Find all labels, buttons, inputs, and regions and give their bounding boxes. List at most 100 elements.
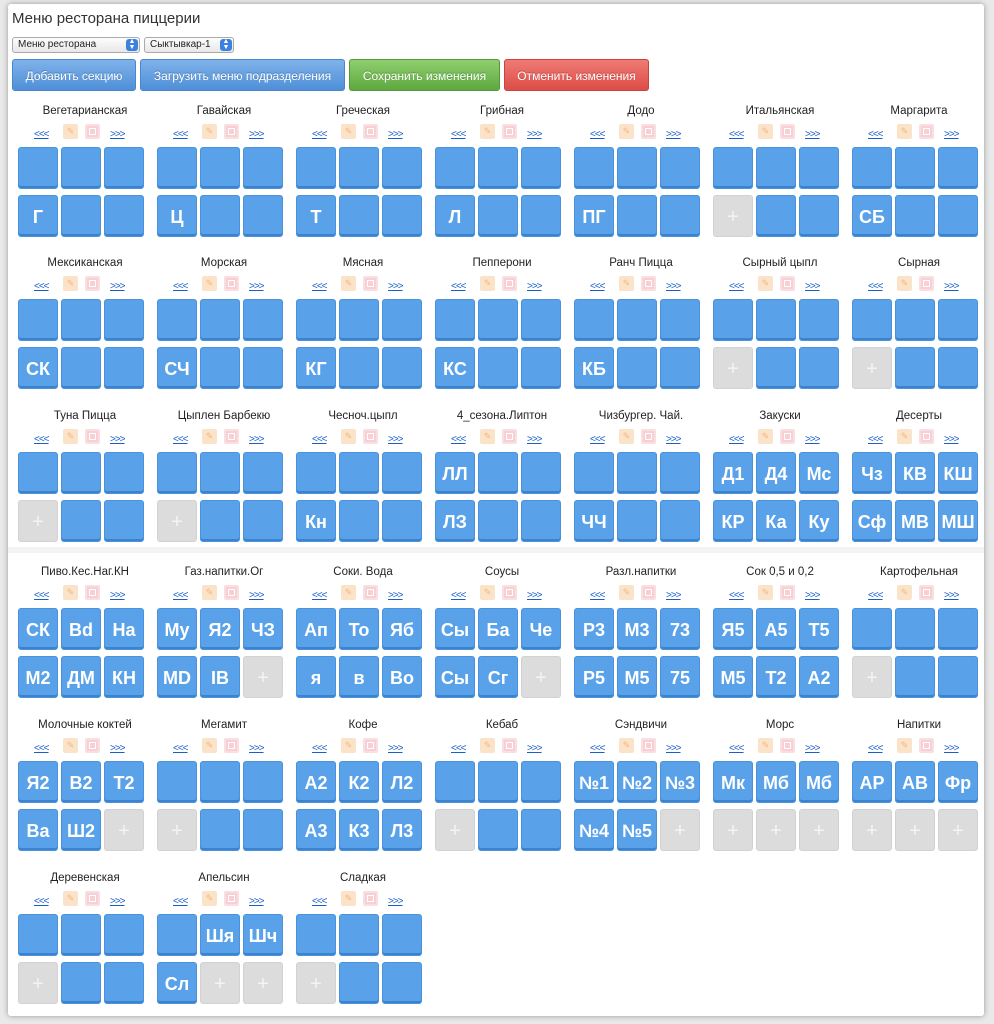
load-menu-button[interactable]: Загрузить меню подразделения (140, 59, 345, 91)
pencil-icon[interactable]: ✎ (202, 585, 217, 600)
move-right-link[interactable]: >>> (944, 129, 960, 140)
move-left-link[interactable]: <<< (590, 743, 606, 754)
menu-item-cell[interactable] (852, 299, 892, 341)
move-right-link[interactable]: >>> (110, 743, 126, 754)
menu-item-cell[interactable]: Му (157, 608, 197, 650)
menu-item-cell[interactable] (617, 452, 657, 494)
pencil-icon[interactable]: ✎ (619, 429, 634, 444)
menu-item-cell[interactable] (339, 452, 379, 494)
menu-item-cell[interactable] (104, 195, 144, 237)
menu-item-cell[interactable] (574, 452, 614, 494)
menu-item-cell[interactable] (435, 761, 475, 803)
menu-item-cell[interactable] (756, 147, 796, 189)
menu-item-cell[interactable] (243, 195, 283, 237)
pencil-icon[interactable]: ✎ (63, 429, 78, 444)
menu-item-cell[interactable]: Я2 (200, 608, 240, 650)
add-item-cell[interactable]: + (18, 962, 58, 1004)
menu-item-cell[interactable]: КР (713, 500, 753, 542)
menu-item-cell[interactable]: Во (382, 656, 422, 698)
menu-item-cell[interactable] (243, 347, 283, 389)
pencil-icon[interactable]: ✎ (202, 124, 217, 139)
move-left-link[interactable]: <<< (312, 434, 328, 445)
city-select[interactable]: Сыктывкар-1 ▲ ▼ (144, 37, 234, 53)
menu-item-cell[interactable] (243, 761, 283, 803)
move-left-link[interactable]: <<< (34, 434, 50, 445)
menu-item-cell[interactable]: в (339, 656, 379, 698)
delete-icon[interactable] (224, 276, 239, 291)
menu-item-cell[interactable] (660, 347, 700, 389)
menu-item-cell[interactable] (938, 608, 978, 650)
menu-item-cell[interactable]: Д1 (713, 452, 753, 494)
delete-icon[interactable] (919, 738, 934, 753)
move-left-link[interactable]: <<< (729, 590, 745, 601)
menu-item-cell[interactable] (756, 347, 796, 389)
menu-item-cell[interactable]: 75 (660, 656, 700, 698)
menu-item-cell[interactable] (713, 147, 753, 189)
delete-icon[interactable] (641, 585, 656, 600)
delete-icon[interactable] (85, 738, 100, 753)
move-right-link[interactable]: >>> (249, 896, 265, 907)
menu-item-cell[interactable] (478, 809, 518, 851)
menu-item-cell[interactable] (617, 500, 657, 542)
menu-item-cell[interactable]: Т2 (756, 656, 796, 698)
add-item-cell[interactable]: + (157, 809, 197, 851)
menu-item-cell[interactable] (521, 809, 561, 851)
menu-item-cell[interactable] (799, 299, 839, 341)
menu-item-cell[interactable]: Л3 (382, 809, 422, 851)
pencil-icon[interactable]: ✎ (758, 585, 773, 600)
add-item-cell[interactable]: + (799, 809, 839, 851)
add-item-cell[interactable]: + (938, 809, 978, 851)
move-right-link[interactable]: >>> (944, 743, 960, 754)
menu-item-cell[interactable]: МШ (938, 500, 978, 542)
menu-item-cell[interactable] (382, 195, 422, 237)
menu-item-cell[interactable] (756, 299, 796, 341)
move-left-link[interactable]: <<< (34, 743, 50, 754)
move-left-link[interactable]: <<< (312, 896, 328, 907)
menu-item-cell[interactable] (339, 299, 379, 341)
delete-icon[interactable] (85, 124, 100, 139)
pencil-icon[interactable]: ✎ (63, 891, 78, 906)
menu-item-cell[interactable] (18, 914, 58, 956)
delete-icon[interactable] (224, 429, 239, 444)
delete-icon[interactable] (85, 585, 100, 600)
move-left-link[interactable]: <<< (173, 743, 189, 754)
menu-item-cell[interactable]: КБ (574, 347, 614, 389)
menu-item-cell[interactable] (660, 299, 700, 341)
menu-item-cell[interactable]: Я2 (18, 761, 58, 803)
move-right-link[interactable]: >>> (388, 434, 404, 445)
add-item-cell[interactable]: + (852, 656, 892, 698)
menu-item-cell[interactable] (799, 195, 839, 237)
add-item-cell[interactable]: + (713, 347, 753, 389)
menu-item-cell[interactable] (18, 452, 58, 494)
move-right-link[interactable]: >>> (527, 434, 543, 445)
move-left-link[interactable]: <<< (34, 590, 50, 601)
pencil-icon[interactable]: ✎ (758, 276, 773, 291)
menu-item-cell[interactable] (521, 761, 561, 803)
add-item-cell[interactable]: + (243, 962, 283, 1004)
move-left-link[interactable]: <<< (173, 281, 189, 292)
menu-item-cell[interactable] (382, 347, 422, 389)
delete-icon[interactable] (224, 891, 239, 906)
menu-item-cell[interactable]: ЧЧ (574, 500, 614, 542)
delete-icon[interactable] (919, 585, 934, 600)
menu-item-cell[interactable] (617, 195, 657, 237)
pencil-icon[interactable]: ✎ (341, 429, 356, 444)
menu-item-cell[interactable] (104, 147, 144, 189)
menu-item-cell[interactable]: Мс (799, 452, 839, 494)
delete-icon[interactable] (363, 738, 378, 753)
menu-item-cell[interactable] (296, 147, 336, 189)
move-right-link[interactable]: >>> (388, 281, 404, 292)
menu-item-cell[interactable]: Т (296, 195, 336, 237)
pencil-icon[interactable]: ✎ (341, 891, 356, 906)
move-left-link[interactable]: <<< (590, 281, 606, 292)
move-left-link[interactable]: <<< (451, 743, 467, 754)
pencil-icon[interactable]: ✎ (619, 124, 634, 139)
menu-item-cell[interactable] (61, 347, 101, 389)
menu-item-cell[interactable]: Сы (435, 656, 475, 698)
move-left-link[interactable]: <<< (729, 129, 745, 140)
menu-item-cell[interactable]: ПГ (574, 195, 614, 237)
move-right-link[interactable]: >>> (944, 281, 960, 292)
menu-item-cell[interactable]: Р3 (574, 608, 614, 650)
menu-item-cell[interactable] (478, 147, 518, 189)
menu-item-cell[interactable]: СЧ (157, 347, 197, 389)
